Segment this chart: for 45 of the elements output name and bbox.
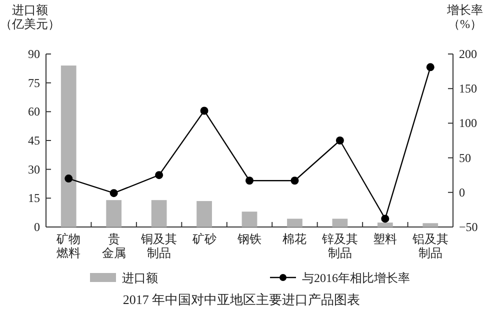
xtick: 铜及其制品 xyxy=(141,232,178,260)
xtick: 矿物燃料 xyxy=(56,232,81,260)
y2tick: 0 xyxy=(459,185,465,200)
bar xyxy=(287,218,302,227)
bar xyxy=(106,200,122,227)
ytick: 30 xyxy=(28,162,40,176)
point xyxy=(200,106,208,115)
xtick: 塑料 xyxy=(373,232,398,246)
xtick: 棉花 xyxy=(282,232,307,246)
xtick: 矿砂 xyxy=(192,232,216,246)
ytick: 60 xyxy=(28,104,40,119)
ytick: 75 xyxy=(28,76,40,90)
bar xyxy=(151,200,167,227)
legend-label: 进口额 xyxy=(122,271,158,285)
bar xyxy=(377,222,393,227)
xtick: 锌及其制品 xyxy=(322,232,358,260)
ylabel: 进口额（亿美元） xyxy=(0,3,60,31)
bar xyxy=(422,223,438,227)
point xyxy=(426,63,434,72)
point xyxy=(64,174,73,183)
point xyxy=(336,136,344,144)
ytick: 0 xyxy=(34,220,40,234)
y2tick: 50 xyxy=(459,150,471,165)
point xyxy=(155,171,164,180)
bar xyxy=(196,201,212,227)
point xyxy=(290,176,299,185)
xtick: 铝及其制品 xyxy=(412,232,448,260)
bar xyxy=(242,212,258,227)
y2label: 增长率（%） xyxy=(447,3,483,31)
y2tick: −50 xyxy=(459,220,478,234)
xtick: 钢铁 xyxy=(238,232,262,246)
xtick: 贵金属 xyxy=(102,232,126,260)
point xyxy=(381,214,390,223)
bar xyxy=(332,218,348,227)
y2tick: 200 xyxy=(459,47,477,61)
point xyxy=(246,176,254,185)
title: 2017 年中国对中亚地区主要进口产品图表 xyxy=(122,292,360,307)
ytick: 15 xyxy=(28,191,40,206)
y2tick: 150 xyxy=(459,82,477,96)
point xyxy=(110,189,118,198)
legend-label: 与2016年相比增长率 xyxy=(302,271,410,285)
y2tick: 100 xyxy=(459,116,477,130)
ytick: 90 xyxy=(28,47,40,61)
ytick: 45 xyxy=(28,134,40,148)
bar xyxy=(60,66,76,227)
